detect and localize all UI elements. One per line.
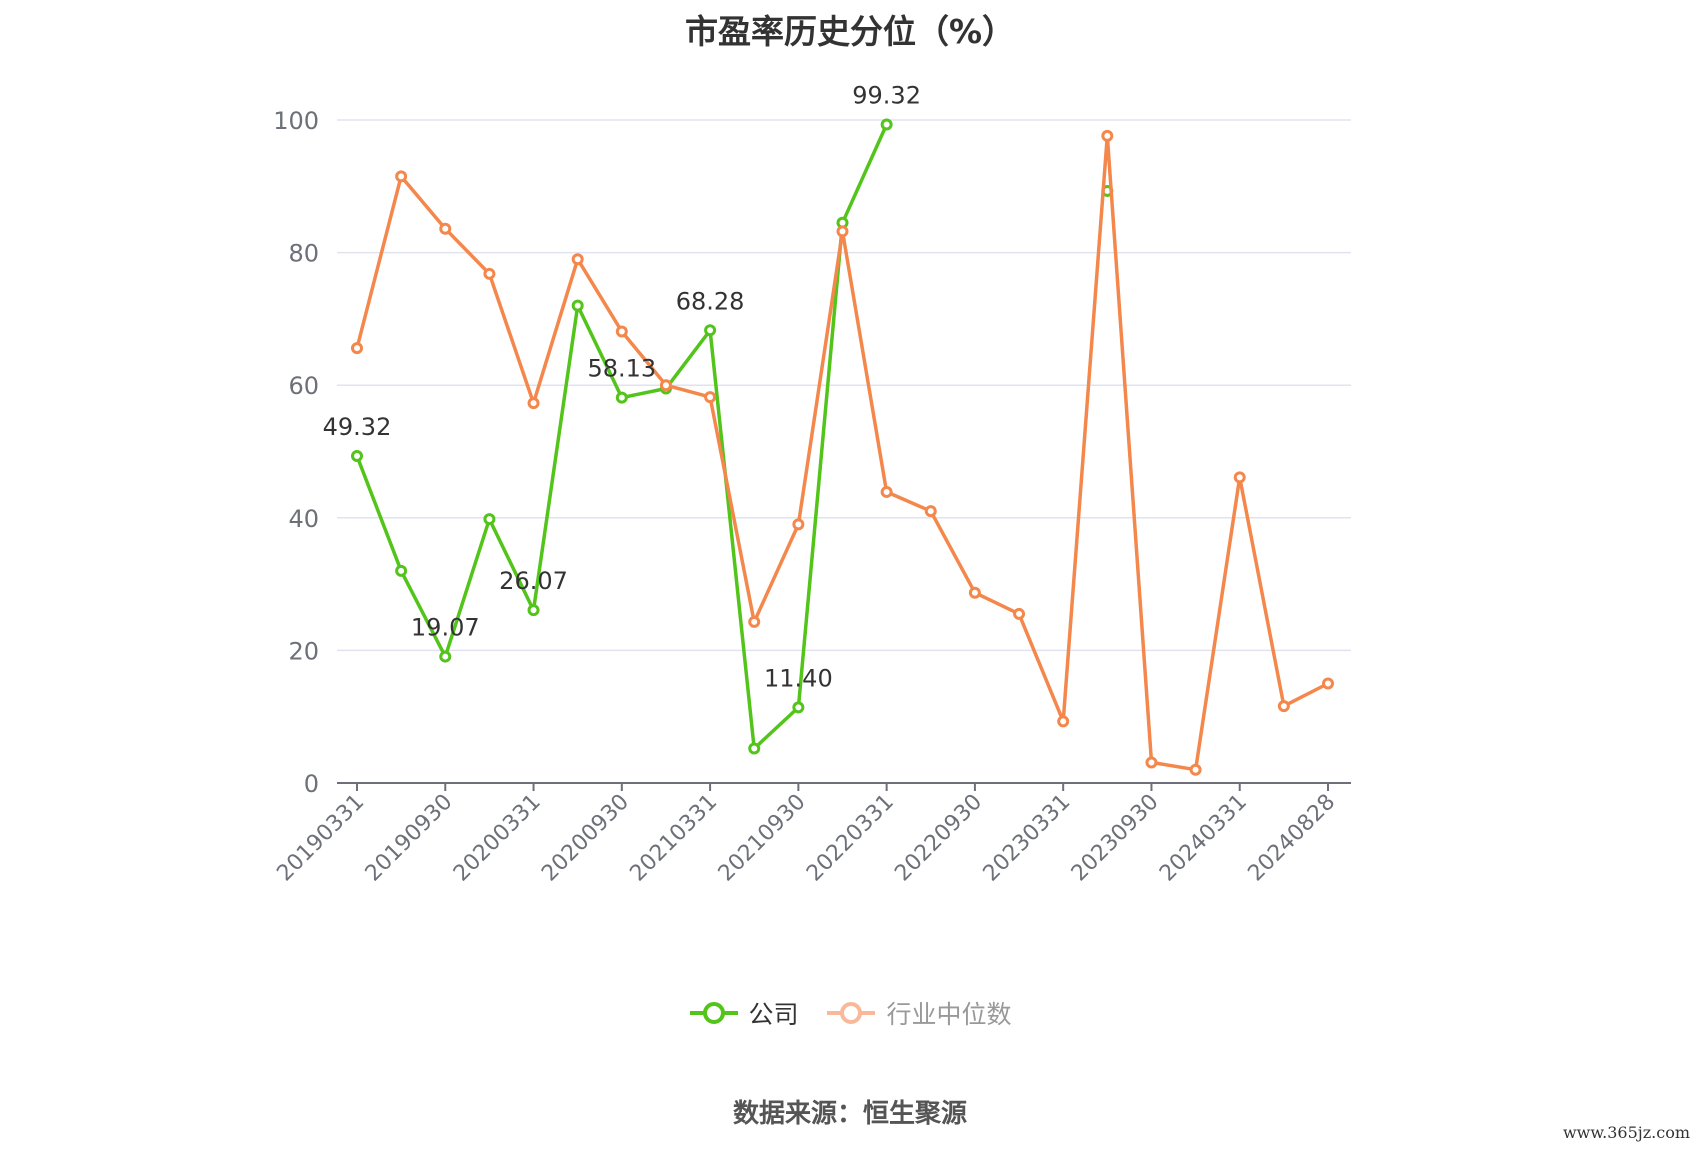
series-industry-point — [527, 397, 540, 410]
y-tick-label: 60 — [288, 372, 319, 400]
data-label: 58.13 — [587, 355, 656, 383]
series-industry-point — [704, 391, 717, 404]
series-industry-point — [836, 225, 849, 238]
x-tick-label: 20190331 — [272, 790, 369, 887]
x-tick-label: 20220930 — [890, 790, 987, 887]
series-company-point — [395, 564, 408, 577]
series-industry-point — [1277, 700, 1290, 713]
series-industry-point — [792, 518, 805, 531]
y-tick-label: 0 — [304, 770, 319, 798]
data-label: 19.07 — [411, 614, 480, 642]
series-company-point — [792, 701, 805, 714]
x-tick-label: 20210331 — [625, 790, 722, 887]
y-tick-label: 80 — [288, 240, 319, 268]
series-industry-point — [439, 222, 452, 235]
legend: 公司 行业中位数 — [0, 995, 1700, 1031]
series-industry-point — [1057, 715, 1070, 728]
x-tick-label: 20240828 — [1243, 790, 1340, 887]
data-label: 49.32 — [323, 413, 392, 441]
legend-industry-swatch — [827, 1002, 876, 1024]
legend-label-industry: 行业中位数 — [886, 1000, 1012, 1029]
series-industry-point — [351, 342, 363, 355]
series-industry-point — [880, 485, 893, 498]
series-industry-point — [968, 586, 981, 599]
series-industry-point — [483, 267, 496, 280]
series-company-point — [483, 513, 496, 526]
series-industry-point — [659, 379, 672, 392]
series-company-line — [357, 125, 1107, 749]
series-industry-point — [924, 505, 937, 518]
data-label: 26.07 — [499, 567, 568, 595]
y-tick-label: 40 — [288, 505, 319, 533]
x-tick-label: 20230930 — [1067, 790, 1164, 887]
series-industry-point — [1145, 756, 1158, 769]
x-tick-label: 20190930 — [361, 790, 458, 887]
series-company-point — [615, 391, 628, 404]
legend-label-company: 公司 — [748, 1000, 799, 1029]
x-tick-label: 20210930 — [714, 790, 811, 887]
legend-company-swatch — [689, 1002, 738, 1024]
series-company-point — [439, 650, 452, 663]
series-industry-point — [1233, 471, 1246, 484]
series-company-point — [704, 324, 717, 337]
series-company-point — [527, 604, 540, 617]
x-tick-label: 20200331 — [449, 790, 546, 887]
series-industry-point — [395, 170, 408, 183]
x-tick-label: 20200930 — [537, 790, 634, 887]
series-industry-point — [615, 325, 628, 338]
data-label: 11.40 — [764, 664, 833, 692]
series-industry-point — [1189, 763, 1202, 776]
legend-item-industry[interactable]: 行业中位数 — [826, 995, 1011, 1031]
watermark: www.365jz.com — [1562, 1123, 1690, 1142]
x-tick-label: 20230331 — [979, 790, 1076, 887]
series-industry-point — [1013, 607, 1026, 620]
series-company-point — [748, 742, 761, 755]
series-industry-point — [1101, 129, 1114, 142]
data-label: 99.32 — [852, 82, 921, 110]
series-industry-point — [571, 253, 584, 266]
data-source: 数据来源：恒生聚源 — [732, 1099, 967, 1129]
series-company-point — [351, 450, 363, 463]
series-company-point — [880, 118, 893, 131]
y-tick-label: 20 — [288, 637, 319, 665]
series-company-point — [571, 299, 584, 312]
chart-title: 市盈率历史分位（%） — [684, 12, 1016, 51]
series-industry-point — [748, 615, 761, 628]
data-label: 68.28 — [676, 287, 745, 315]
series-industry-point — [1322, 677, 1334, 690]
x-tick-label: 20240331 — [1155, 790, 1252, 887]
legend-item-company[interactable]: 公司 — [689, 995, 799, 1031]
x-tick-label: 20220331 — [802, 790, 899, 887]
y-tick-label: 100 — [273, 107, 319, 135]
